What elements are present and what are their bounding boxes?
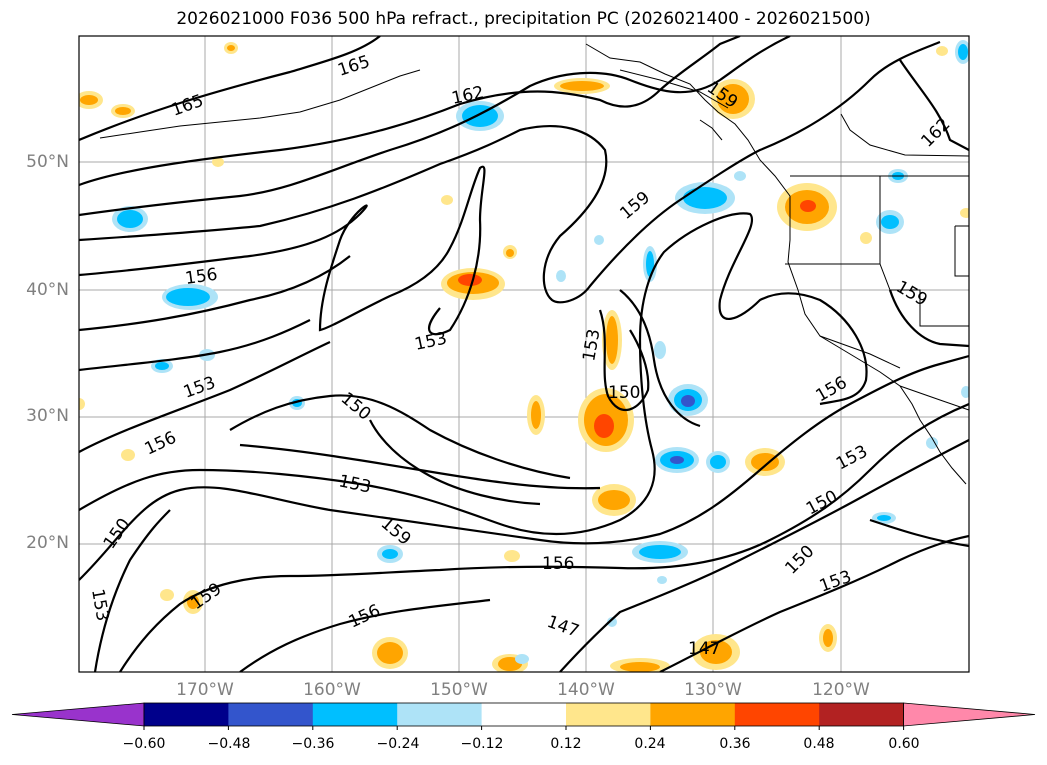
contour-label: 156 <box>542 554 574 574</box>
colorbar-extend-high <box>903 702 1036 727</box>
contour-label: 159 <box>616 188 654 224</box>
colorbar-bin <box>312 703 398 726</box>
precip-negative-areas <box>112 40 969 664</box>
colorbar-bin <box>734 703 820 726</box>
colorbar-tick-label: −0.24 <box>376 736 420 752</box>
contour-label: 156 <box>142 428 180 460</box>
contour-label: 153 <box>87 587 112 622</box>
colorbar-bin <box>650 703 736 726</box>
contour-label: 150 <box>337 389 375 425</box>
contour-label: 153 <box>833 442 871 475</box>
map-frame <box>78 35 970 673</box>
contour-label: 162 <box>917 114 954 151</box>
contour-label: 153 <box>181 373 218 403</box>
lon-tick-130w: 130°W <box>684 680 742 700</box>
colorbar-tick-label: 0.36 <box>719 736 751 752</box>
contour-label: 153 <box>579 327 604 362</box>
colorbar-bin <box>819 703 905 726</box>
lon-tick-170w: 170°W <box>176 680 234 700</box>
lat-tick-30n: 30°N <box>26 406 69 426</box>
contour-label: 150 <box>100 515 135 553</box>
colorbar-bin <box>228 703 314 726</box>
contour-label: 147 <box>688 639 720 659</box>
contour-labels: 165 165 162 159 162 159 156 153 153 150 … <box>100 52 955 659</box>
colorbar-tick-label: −0.60 <box>122 736 166 752</box>
contour-label: 150 <box>781 541 818 578</box>
colorbar-bin <box>397 703 483 726</box>
contour-label: 147 <box>544 612 581 642</box>
colorbar-tick-label: 0.12 <box>550 736 582 752</box>
lon-tick-150w: 150°W <box>430 680 488 700</box>
colorbar-tick-label: 0.48 <box>803 736 835 752</box>
colorbar-tick-label: −0.48 <box>207 736 251 752</box>
precip-positive-areas <box>79 42 969 672</box>
colorbar-extend-low <box>11 702 145 727</box>
lon-tick-160w: 160°W <box>303 680 361 700</box>
contour-label: 153 <box>413 329 449 355</box>
lat-tick-20n: 20°N <box>26 533 69 553</box>
coastlines <box>99 43 969 485</box>
contour-label: 159 <box>893 277 931 311</box>
contour-label: 156 <box>346 601 384 633</box>
contour-label: 165 <box>169 91 206 121</box>
colorbar <box>11 702 1036 730</box>
lon-tick-140w: 140°W <box>557 680 615 700</box>
contour-label: 153 <box>817 567 854 597</box>
contour-label: 150 <box>803 487 841 520</box>
colorbar-tick-label: −0.36 <box>291 736 335 752</box>
lat-tick-40n: 40°N <box>26 280 69 300</box>
colorbar-outline <box>143 702 904 727</box>
map-title: 2026021000 F036 500 hPa refract., precip… <box>176 9 871 29</box>
colorbar-bin <box>481 703 567 726</box>
colorbar-tick-label: −0.12 <box>460 736 504 752</box>
contour-label: 150 <box>608 383 640 403</box>
colorbar-bin <box>144 703 229 726</box>
lon-tick-120w: 120°W <box>812 680 870 700</box>
contour-label: 156 <box>184 265 219 289</box>
lat-tick-50n: 50°N <box>26 152 69 172</box>
contour-label: 153 <box>337 471 373 497</box>
colorbar-tick-label: 0.60 <box>888 736 920 752</box>
colorbar-tick-label: 0.24 <box>634 736 666 752</box>
refractivity-contours <box>79 36 969 672</box>
colorbar-bin <box>566 703 651 726</box>
